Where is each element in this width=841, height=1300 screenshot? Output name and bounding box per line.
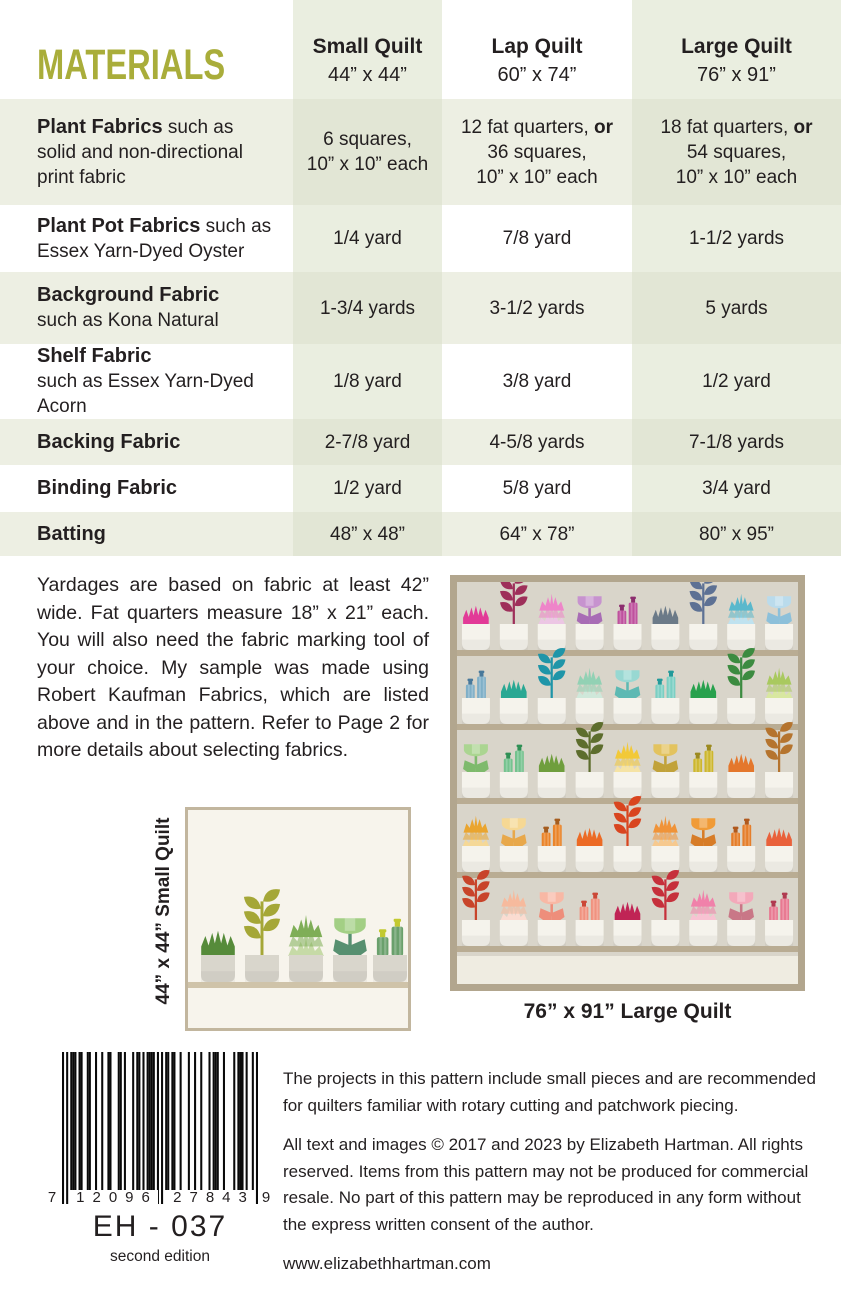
cell-value: 5/8 yard bbox=[442, 465, 632, 512]
footer-text: The projects in this pattern include sma… bbox=[283, 1066, 829, 1291]
cell-value: 1/2 yard bbox=[632, 344, 841, 419]
cell-value: 7/8 yard bbox=[442, 205, 632, 272]
barcode: 7 12096 27843 9 EH - 037 second edition bbox=[44, 1052, 276, 1272]
cell-value: 18 fat quarters, or 54 squares, 10” x 10” … bbox=[632, 99, 841, 205]
column-size: 60” x 74” bbox=[497, 64, 577, 86]
cell-value: 3/8 yard bbox=[442, 344, 632, 419]
column-label: Small Quilt bbox=[312, 35, 423, 58]
cell-value: 6 squares, 10” x 10” each bbox=[293, 99, 442, 205]
row-label: Plant Fabrics such as solid and non-direc… bbox=[0, 99, 293, 205]
column-size: 76” x 91” bbox=[697, 64, 776, 86]
column-header-small-quilt: Small Quilt 44” x 44” bbox=[293, 0, 442, 99]
cell-value: 64” x 78” bbox=[442, 512, 632, 556]
cell-value: 7-1/8 yards bbox=[632, 419, 841, 465]
cell-value: 1/8 yard bbox=[293, 344, 442, 419]
column-header-lap-quilt: Lap Quilt 60” x 74” bbox=[442, 0, 632, 99]
column-size: 44” x 44” bbox=[328, 64, 407, 86]
notes-paragraph: Yardages are based on fabric at least 42… bbox=[37, 574, 429, 761]
cell-value: 48” x 48” bbox=[293, 512, 442, 556]
cell-value: 80” x 95” bbox=[632, 512, 841, 556]
cell-value: 2-7/8 yard bbox=[293, 419, 442, 465]
skill-note: The projects in this pattern include sma… bbox=[283, 1069, 816, 1115]
barcode-digits-group1: 12096 bbox=[70, 1190, 158, 1206]
barcode-digits-group2: 27843 bbox=[167, 1190, 255, 1206]
cell-value: 5 yards bbox=[632, 272, 841, 344]
row-label: Batting bbox=[0, 512, 293, 556]
copyright-text: All text and images © 2017 and 2023 by E… bbox=[283, 1135, 809, 1234]
large-quilt-image bbox=[450, 575, 805, 991]
website-url: www.elizabethhartman.com bbox=[283, 1254, 491, 1273]
row-label: Background Fabric such as Kona Natural bbox=[0, 272, 293, 344]
column-header-large-quilt: Large Quilt 76” x 91” bbox=[632, 0, 841, 99]
page-title: MATERIALS bbox=[37, 41, 226, 89]
barcode-bars bbox=[62, 1052, 258, 1209]
cell-value: 1-1/2 yards bbox=[632, 205, 841, 272]
row-label: Binding Fabric bbox=[0, 465, 293, 512]
column-label: Large Quilt bbox=[681, 35, 792, 58]
materials-table: MATERIALS Small Quilt 44” x 44” Lap Quil… bbox=[0, 0, 841, 556]
cell-value: 3/4 yard bbox=[632, 465, 841, 512]
small-quilt-caption: 44” x 44” Small Quilt bbox=[153, 817, 174, 1005]
small-quilt-image bbox=[185, 807, 411, 1031]
materials-header-cell: MATERIALS bbox=[0, 0, 293, 99]
cell-value: 1/2 yard bbox=[293, 465, 442, 512]
barcode-digit-left: 7 bbox=[47, 1189, 57, 1206]
row-label: Backing Fabric bbox=[0, 419, 293, 465]
cell-value: 3-1/2 yards bbox=[442, 272, 632, 344]
large-quilt-caption: 76” x 91” Large Quilt bbox=[523, 1000, 732, 1023]
cell-value: 1-3/4 yards bbox=[293, 272, 442, 344]
column-label: Lap Quilt bbox=[491, 35, 583, 58]
row-label: Shelf Fabric such as Essex Yarn-Dyed Acor… bbox=[0, 344, 293, 419]
cell-value: 12 fat quarters, or 36 squares, 10” x 10” … bbox=[442, 99, 632, 205]
edition-label: second edition bbox=[110, 1248, 210, 1265]
row-label: Plant Pot Fabrics such as Essex Yarn-Dyed… bbox=[0, 205, 293, 272]
cell-value: 4-5/8 yards bbox=[442, 419, 632, 465]
pattern-code: EH - 037 bbox=[92, 1210, 228, 1243]
cell-value: 1/4 yard bbox=[293, 205, 442, 272]
barcode-digit-right: 9 bbox=[261, 1189, 271, 1206]
